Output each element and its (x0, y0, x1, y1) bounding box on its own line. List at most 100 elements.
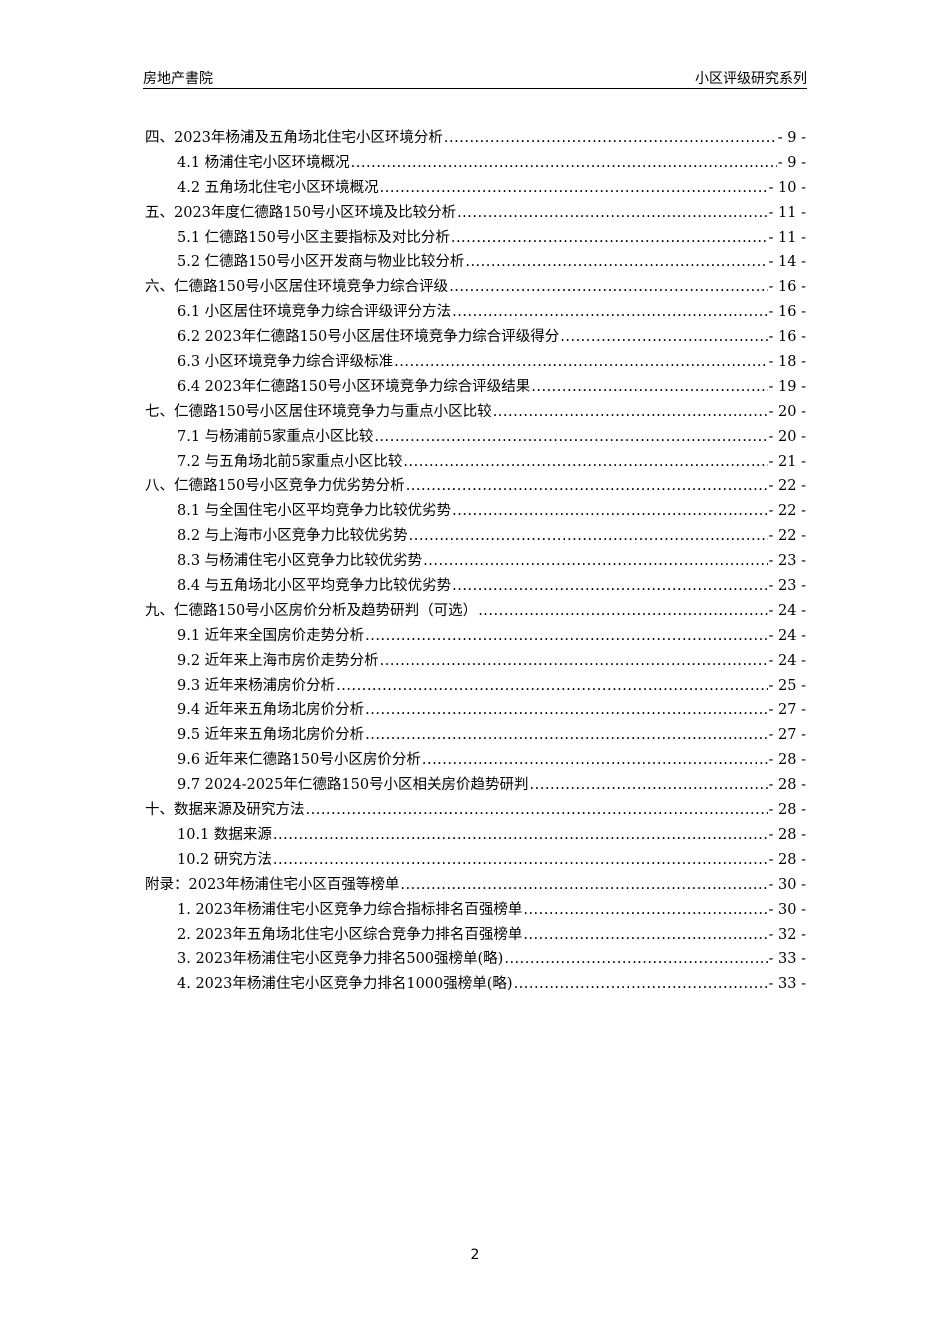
toc-leader-dots (452, 304, 767, 320)
toc-entry-page: - 18 - (768, 354, 806, 371)
toc-entry-title: 9.4 近年来五角场北房价分析 (177, 702, 365, 719)
toc-entry[interactable]: 5.2 仁德路150号小区开发商与物业比较分析 - 14 - (145, 250, 806, 275)
toc-entry[interactable]: 8.4 与五角场北小区平均竞争力比较优劣势 - 23 - (145, 574, 806, 599)
toc-entry[interactable]: 6.2 2023年仁德路150号小区居住环境竞争力综合评级得分 - 16 - (145, 325, 806, 350)
toc-entry-title: 7.2 与五角场北前5家重点小区比较 (177, 453, 403, 470)
toc-entry[interactable]: 4.1 杨浦住宅小区环境概况 - 9 - (145, 151, 806, 176)
toc-entry-page: - 16 - (768, 329, 806, 346)
toc-entry[interactable]: 9.4 近年来五角场北房价分析 - 27 - (145, 698, 806, 723)
toc-entry[interactable]: 7.1 与杨浦前5家重点小区比较 - 20 - (145, 425, 806, 450)
toc-leader-dots (444, 130, 777, 146)
toc-entry-page: - 16 - (768, 279, 806, 296)
toc-entry-title: 六、仁德路150号小区居住环境竞争力综合评级 (145, 279, 449, 296)
toc-leader-dots (478, 603, 767, 619)
toc-entry[interactable]: 10.1 数据来源 - 28 - (145, 823, 806, 848)
toc-entry[interactable]: 8.3 与杨浦住宅小区竞争力比较优劣势 - 23 - (145, 549, 806, 574)
toc-entry-title: 五、2023年度仁德路150号小区环境及比较分析 (145, 204, 457, 221)
toc-entry[interactable]: 附录：2023年杨浦住宅小区百强等榜单 - 30 - (145, 873, 806, 898)
toc-entry-page: - 10 - (768, 179, 806, 196)
toc-entry[interactable]: 1. 2023年杨浦住宅小区竞争力综合指标排名百强榜单 - 30 - (145, 898, 806, 923)
toc-leader-dots (365, 702, 767, 718)
toc-entry[interactable]: 九、仁德路150号小区房价分析及趋势研判（可选） - 24 - (145, 599, 806, 624)
toc-leader-dots (374, 429, 767, 445)
toc-leader-dots (351, 155, 777, 171)
toc-entry-title: 5.2 仁德路150号小区开发商与物业比较分析 (177, 254, 465, 271)
toc-entry[interactable]: 6.3 小区环境竞争力综合评级标准 - 18 - (145, 350, 806, 375)
toc-entry-title: 9.2 近年来上海市房价走势分析 (177, 652, 379, 669)
header-series: 小区评级研究系列 (695, 71, 807, 87)
toc-entry-title: 八、仁德路150号小区竞争力优劣势分析 (145, 478, 405, 495)
toc-leader-dots (465, 254, 767, 270)
toc-entry-title: 8.1 与全国住宅小区平均竞争力比较优劣势 (177, 503, 452, 520)
toc-entry-page: - 22 - (768, 503, 806, 520)
toc-entry-title: 6.4 2023年仁德路150号小区环境竞争力综合评级结果 (177, 378, 531, 395)
toc-leader-dots (306, 802, 768, 818)
toc-entry[interactable]: 7.2 与五角场北前5家重点小区比较 - 21 - (145, 450, 806, 475)
toc-leader-dots (523, 902, 767, 918)
toc-entry[interactable]: 6.1 小区居住环境竞争力综合评级评分方法 - 16 - (145, 300, 806, 325)
toc-entry-page: - 33 - (768, 951, 806, 968)
toc-entry[interactable]: 六、仁德路150号小区居住环境竞争力综合评级 - 16 - (145, 275, 806, 300)
toc-entry[interactable]: 五、2023年度仁德路150号小区环境及比较分析 - 11 - (145, 201, 806, 226)
toc-entry-title: 5.1 仁德路150号小区主要指标及对比分析 (177, 229, 450, 246)
toc-leader-dots (409, 528, 768, 544)
toc-entry-title: 7.1 与杨浦前5家重点小区比较 (177, 428, 374, 445)
toc-entry[interactable]: 4.2 五角场北住宅小区环境概况 - 10 - (145, 176, 806, 201)
toc-entry-page: - 30 - (768, 901, 806, 918)
toc-leader-dots (451, 230, 768, 246)
toc-entry-title: 九、仁德路150号小区房价分析及趋势研判（可选） (145, 602, 478, 619)
toc-entry[interactable]: 9.3 近年来杨浦房价分析 - 25 - (145, 674, 806, 699)
toc-entry[interactable]: 8.1 与全国住宅小区平均竞争力比较优劣势 - 22 - (145, 499, 806, 524)
header-publisher: 房地产書院 (143, 71, 213, 87)
toc-entry[interactable]: 10.2 研究方法 - 28 - (145, 848, 806, 873)
toc-entry-title: 十、数据来源及研究方法 (145, 802, 305, 819)
toc-entry-page: - 11 - (768, 229, 806, 246)
toc-leader-dots (394, 354, 767, 370)
toc-leader-dots (406, 478, 768, 494)
toc-leader-dots (403, 454, 767, 470)
toc-entry-page: - 33 - (768, 976, 806, 993)
toc-entry-page: - 28 - (768, 777, 806, 794)
toc-entry-page: - 23 - (768, 553, 806, 570)
toc-entry[interactable]: 8.2 与上海市小区竞争力比较优劣势 - 22 - (145, 524, 806, 549)
toc-entry[interactable]: 9.5 近年来五角场北房价分析 - 27 - (145, 723, 806, 748)
toc-entry-page: - 28 - (768, 826, 806, 843)
toc-entry[interactable]: 9.1 近年来全国房价走势分析 - 24 - (145, 624, 806, 649)
toc-entry-page: - 28 - (768, 802, 806, 819)
toc-entry-page: - 30 - (768, 876, 806, 893)
toc-entry-title: 9.3 近年来杨浦房价分析 (177, 677, 336, 694)
toc-entry[interactable]: 3. 2023年杨浦住宅小区竞争力排名500强榜单(略) - 33 - (145, 947, 806, 972)
toc-entry-title: 6.2 2023年仁德路150号小区居住环境竞争力综合评级得分 (177, 329, 560, 346)
toc-entry-title: 9.7 2024-2025年仁德路150号小区相关房价趋势研判 (177, 777, 529, 794)
toc-entry[interactable]: 四、2023年杨浦及五角场北住宅小区环境分析 - 9 - (145, 126, 806, 151)
toc-entry-page: - 21 - (768, 453, 806, 470)
toc-entry[interactable]: 七、仁德路150号小区居住环境竞争力与重点小区比较 - 20 - (145, 400, 806, 425)
toc-leader-dots (422, 752, 768, 768)
toc-entry-title: 2. 2023年五角场北住宅小区综合竞争力排名百强榜单 (177, 926, 523, 943)
toc-leader-dots (560, 329, 767, 345)
toc-entry[interactable]: 八、仁德路150号小区竞争力优劣势分析 - 22 - (145, 474, 806, 499)
toc-entry[interactable]: 5.1 仁德路150号小区主要指标及对比分析 - 11 - (145, 226, 806, 251)
toc-entry-title: 6.1 小区居住环境竞争力综合评级评分方法 (177, 304, 452, 321)
toc-entry-page: - 20 - (768, 403, 806, 420)
toc-entry-page: - 24 - (768, 602, 806, 619)
toc-entry[interactable]: 4. 2023年杨浦住宅小区竞争力排名1000强榜单(略) - 33 - (145, 972, 806, 997)
toc-entry[interactable]: 9.2 近年来上海市房价走势分析 - 24 - (145, 649, 806, 674)
toc-entry[interactable]: 9.6 近年来仁德路150号小区房价分析 - 28 - (145, 748, 806, 773)
toc-entry[interactable]: 2. 2023年五角场北住宅小区综合竞争力排名百强榜单 - 32 - (145, 923, 806, 948)
toc-entry-page: - 22 - (768, 528, 806, 545)
toc-leader-dots (493, 404, 768, 420)
toc-leader-dots (336, 678, 767, 694)
toc-entry-page: - 27 - (768, 727, 806, 744)
toc-entry-title: 8.2 与上海市小区竞争力比较优劣势 (177, 528, 408, 545)
toc-entry-page: - 9 - (777, 130, 806, 146)
toc-entry-page: - 19 - (768, 378, 806, 395)
toc-entry-page: - 28 - (768, 752, 806, 769)
toc-entry[interactable]: 十、数据来源及研究方法 - 28 - (145, 798, 806, 823)
toc-entry-title: 10.1 数据来源 (177, 826, 272, 843)
toc-entry-page: - 28 - (768, 851, 806, 868)
toc-entry[interactable]: 9.7 2024-2025年仁德路150号小区相关房价趋势研判 - 28 - (145, 773, 806, 798)
toc-entry[interactable]: 6.4 2023年仁德路150号小区环境竞争力综合评级结果 - 19 - (145, 375, 806, 400)
toc-entry-title: 6.3 小区环境竞争力综合评级标准 (177, 354, 394, 371)
toc-entry-page: - 22 - (768, 478, 806, 495)
